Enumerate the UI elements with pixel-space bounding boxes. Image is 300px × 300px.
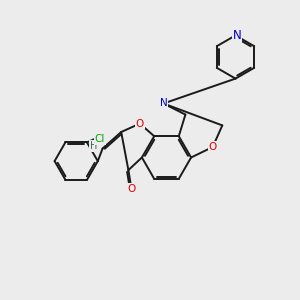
Text: O: O [208, 142, 217, 152]
Text: Cl: Cl [94, 134, 105, 144]
Text: N: N [160, 98, 167, 109]
Text: O: O [136, 118, 144, 129]
Text: H: H [90, 141, 97, 151]
Text: O: O [127, 184, 136, 194]
Text: N: N [232, 29, 242, 42]
